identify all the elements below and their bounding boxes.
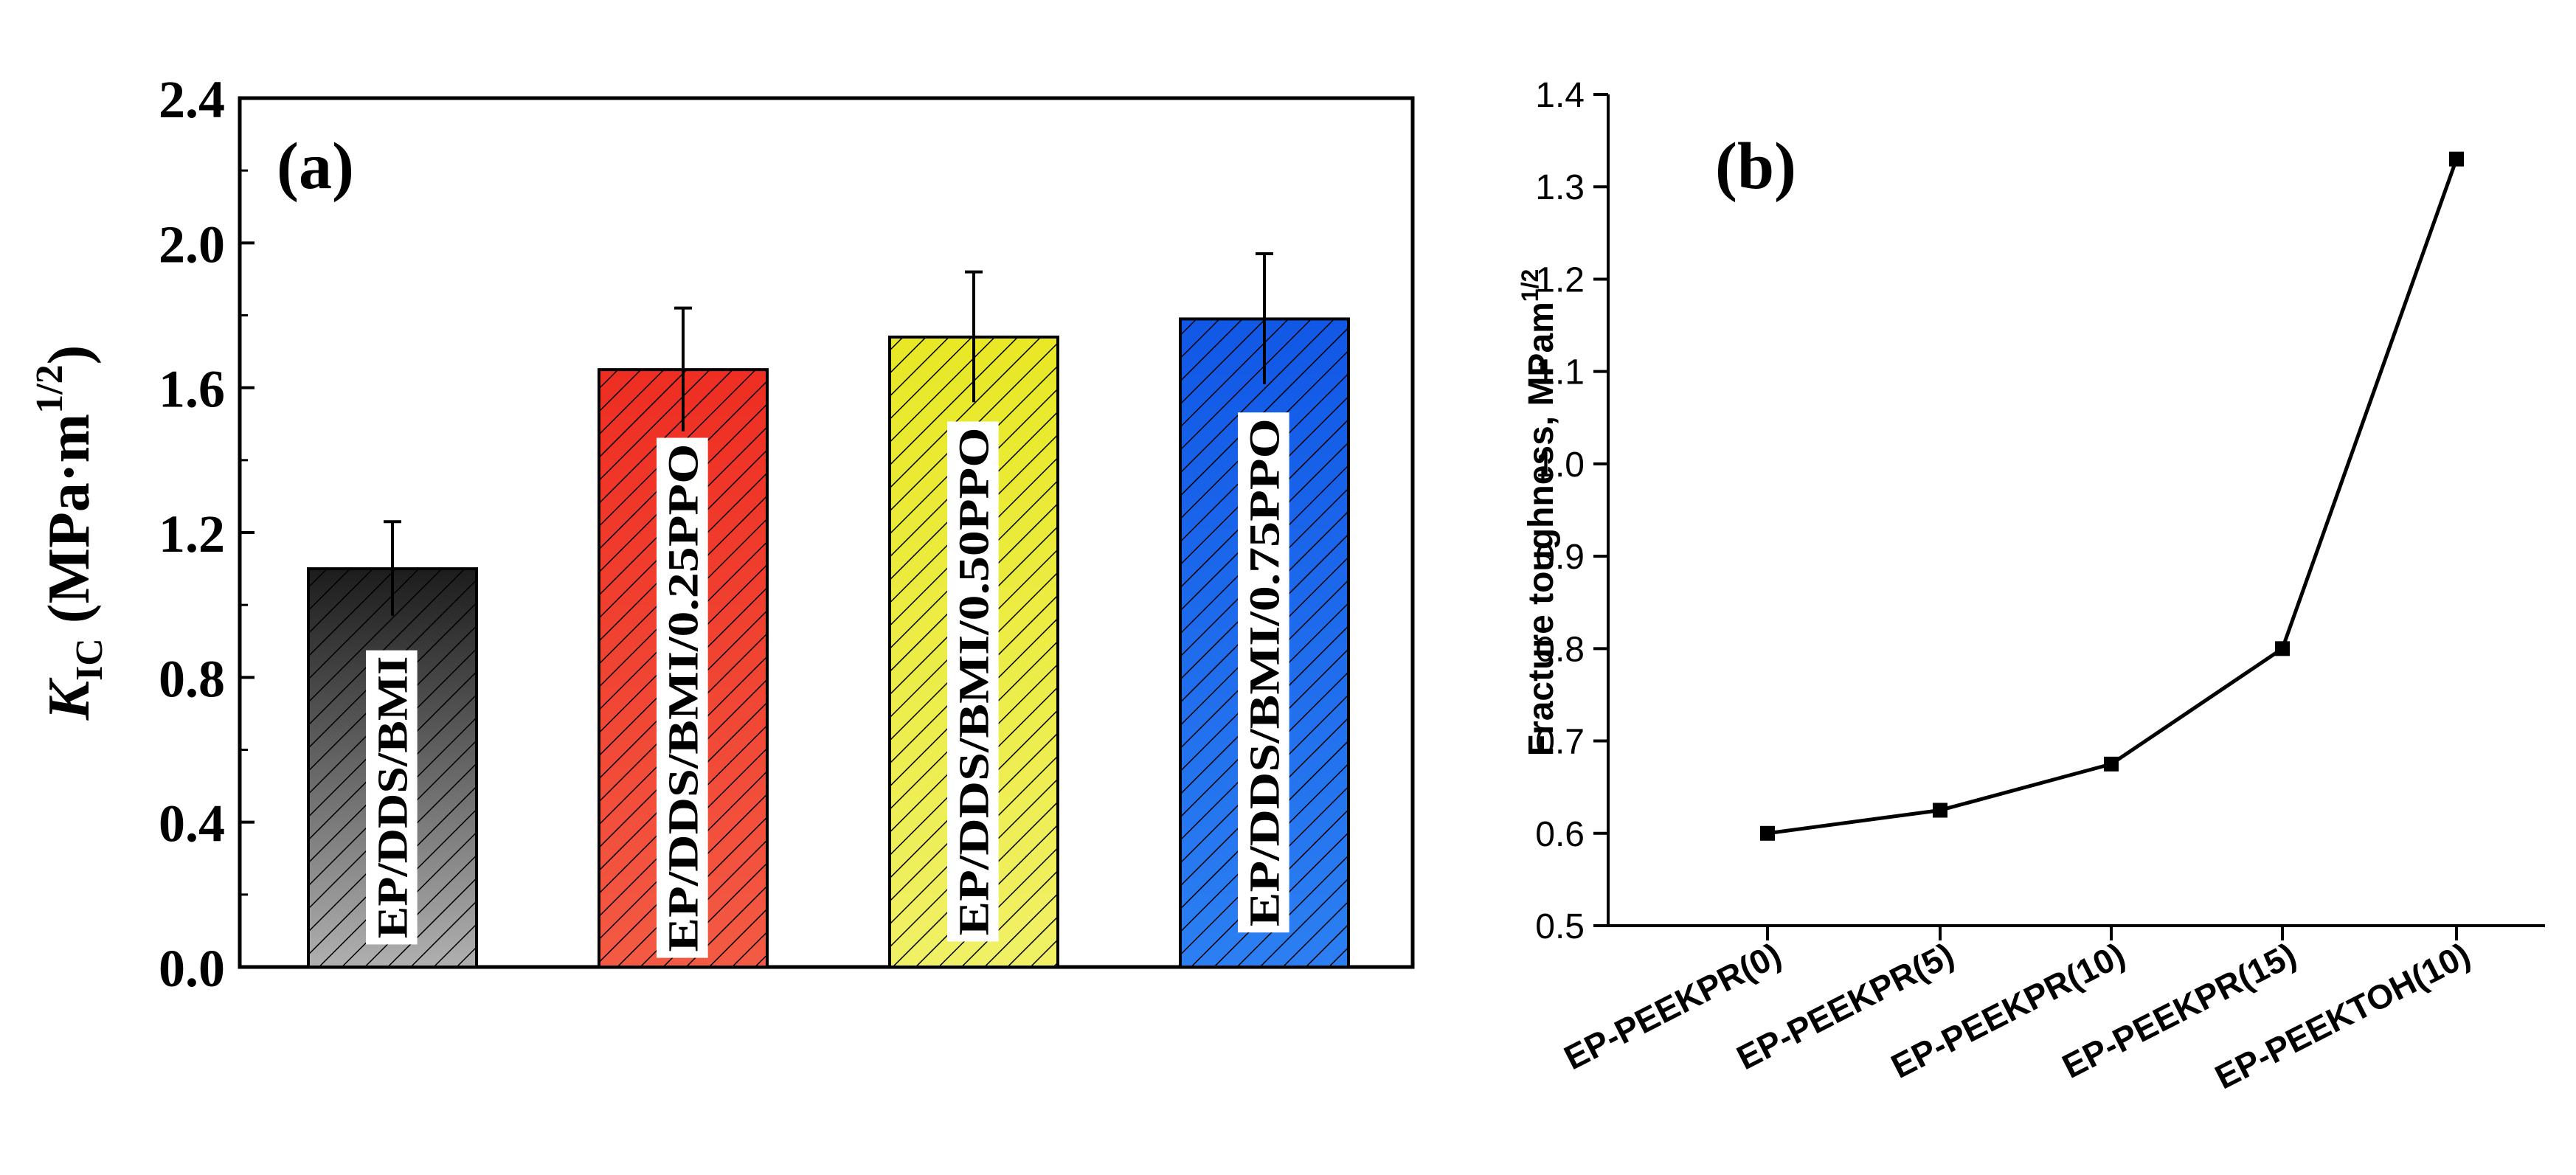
bar-label-background [657,437,708,958]
bar-label-text: EP/DDS/BMI [369,656,417,939]
chart-a-bars: EP/DDS/BMI EP/DDS/BMI/0.25PPO EP/DDS/BMI/0… [307,252,1350,968]
chart-a-y-tick-label: 0.4 [159,794,225,853]
chart-a-y-label-superscript: 1/2 [29,364,71,413]
chart-a-y-label-subscript: IC [69,638,111,681]
bar-label: EP/DDS/BMI/0.50PPO [947,421,999,942]
bar-label-background [366,650,418,945]
chart-b-y-axis-label: Fracture toughness, MPam1/2 [1517,269,1561,757]
chart-b-y-ticks: 0.5 0.6 0.7 0.8 0.9 1.0 1.1 1.2 1.3 1.4 [1535,76,1608,946]
bar-group: EP/DDS/BMI [307,520,478,968]
chart-a-y-tick-label: 0.8 [159,649,225,708]
chart-b-y-tick-label: 0.5 [1535,907,1585,946]
chart-a-y-tick-label: 0.0 [159,939,225,998]
chart-b-data-point [2449,151,2464,167]
bar-label-text: EP/DDS/BMI/0.25PPO [659,444,707,952]
chart-b-y-tick-label: 1.3 [1535,168,1585,207]
chart-b-series-line [1767,158,2459,836]
chart-a-y-tick-label: 2.4 [159,70,225,129]
chart-b-y-tick-label: 1.2 [1535,260,1585,299]
chart-b-data-point [1933,803,1947,818]
chart-b-y-label-superscript: 1/2 [1517,269,1543,302]
bar-group: EP/DDS/BMI/0.25PPO [598,306,769,968]
chart-b-y-tick-label: 0.7 [1535,723,1585,762]
chart-b-y-tick-label: 0.9 [1535,538,1585,577]
bar-label: EP/DDS/BMI [366,650,418,945]
bar-label: EP/DDS/BMI/0.75PPO [1238,412,1289,933]
chart-a-y-label-symbol: K [37,677,102,721]
bar-label-text: EP/DDS/BMI/0.75PPO [1241,418,1289,926]
chart-a-y-tick-label: 1.2 [159,505,225,564]
bar-group: EP/DDS/BMI/0.50PPO [888,270,1059,968]
chart-a-y-axis-label: KIC (MPa·m1/2) [29,345,111,721]
chart-a-y-label-units-open: (MPa·m [37,414,102,638]
bar-label-background [1238,412,1289,933]
chart-a-y-tick-label: 2.0 [159,215,225,274]
chart-b-data-point [2104,756,2119,772]
chart-b-x-ticks: EP-PEEKPR(0)EP-PEEKPR(5)EP-PEEKPR(10)EP-… [1558,926,2476,1096]
chart-a-y-tick-label: 1.6 [159,360,225,419]
bar-label-text: EP/DDS/BMI/0.50PPO [950,427,998,935]
chart-b-y-tick-label: 1.4 [1535,76,1585,115]
bar-label-background [947,421,999,942]
chart-a-y-label-units-close: ) [37,345,102,365]
chart-b-y-tick-label: 0.8 [1535,630,1585,669]
chart-b-y-label-text: Fracture toughness, MPam [1522,302,1561,756]
chart-b-data-point [1760,825,1775,841]
chart-b-data-point [2275,641,2290,656]
bar-label: EP/DDS/BMI/0.25PPO [657,437,708,958]
chart-b-y-tick-label: 1.1 [1535,353,1585,392]
bar-group: EP/DDS/BMI/0.75PPO [1179,252,1350,968]
chart-a-y-ticks: 0.0 0.4 0.8 1.2 1.6 2.0 2.4 [159,70,255,998]
chart-b: 0.5 0.6 0.7 0.8 0.9 1.0 1.1 1.2 1.3 1.4 EP-PEEKPR… [1517,76,2545,1096]
chart-b-markers [1760,151,2464,841]
chart-a: 0.00.40.81.21.62.02.4 EP/DDS/BMI EP/DDS/B… [29,70,1415,998]
chart-b-y-tick-label: 1.0 [1535,446,1585,485]
chart-a-panel-label: (a) [277,130,354,203]
chart-b-y-tick-label: 0.6 [1535,815,1585,854]
chart-b-panel-label: (b) [1715,130,1796,203]
